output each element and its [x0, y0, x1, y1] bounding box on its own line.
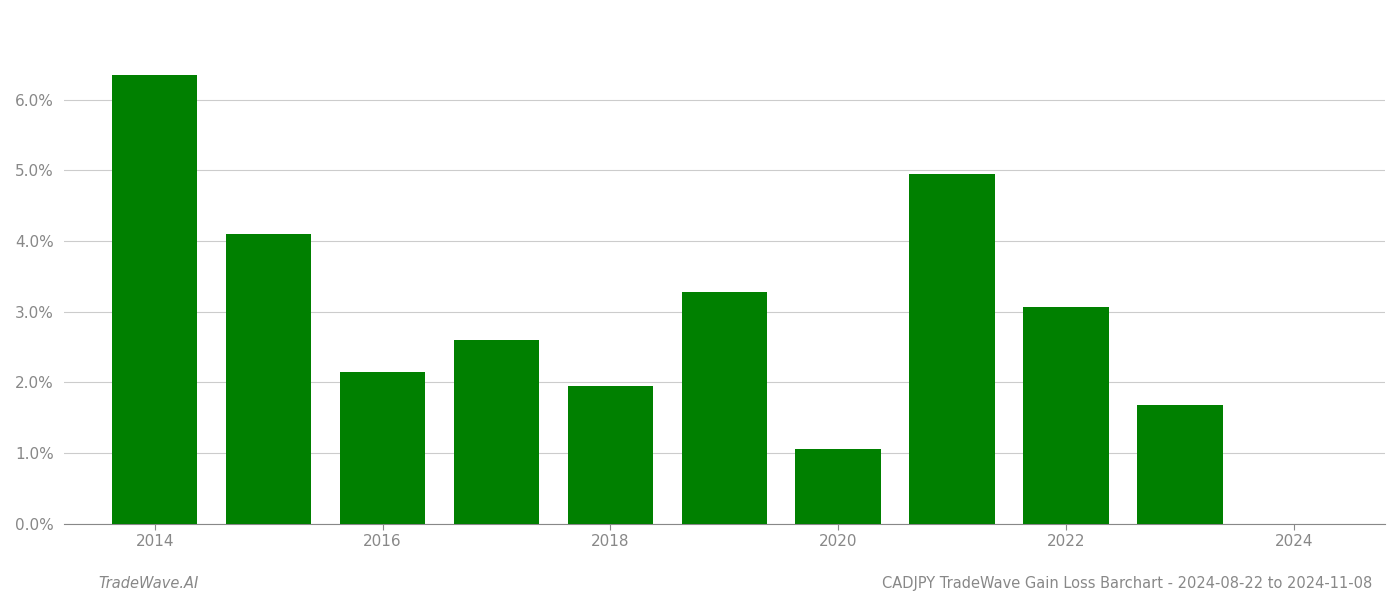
Bar [225, 234, 311, 524]
Bar [682, 292, 767, 524]
Text: CADJPY TradeWave Gain Loss Barchart - 2024-08-22 to 2024-11-08: CADJPY TradeWave Gain Loss Barchart - 20… [882, 576, 1372, 591]
Bar [112, 75, 197, 524]
Bar [567, 386, 654, 524]
Bar [340, 372, 426, 524]
Bar [1023, 307, 1109, 524]
Bar [1137, 405, 1222, 524]
Bar [454, 340, 539, 524]
Text: TradeWave.AI: TradeWave.AI [98, 576, 199, 591]
Bar [795, 449, 881, 524]
Bar [910, 174, 995, 524]
